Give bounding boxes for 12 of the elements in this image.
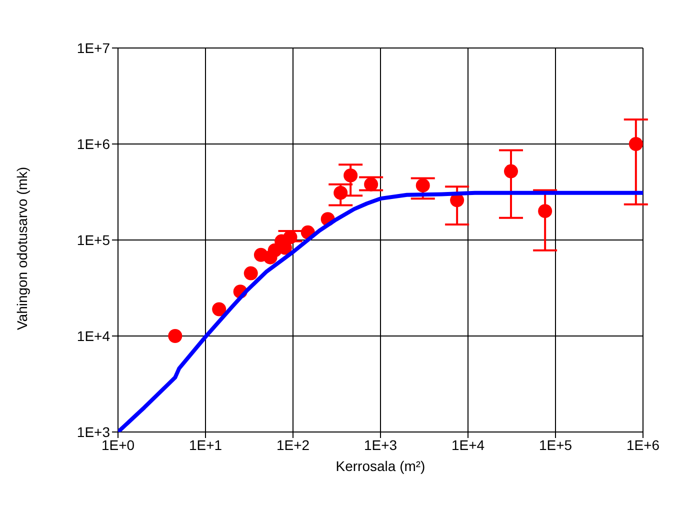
y-tick-label: 1E+5 (76, 232, 110, 248)
y-tick-label: 1E+6 (76, 136, 110, 152)
x-tick-label: 1E+1 (188, 436, 222, 453)
x-tick-label: 1E+4 (451, 436, 485, 453)
y-axis-title: Vahingon odotusarvo (mk) (14, 166, 30, 330)
x-tick-label: 1E+2 (276, 436, 310, 453)
x-tick-label: 1E+5 (538, 436, 572, 453)
y-tick-label: 1E+7 (76, 40, 110, 56)
x-axis-title: Kerrosala (m²) (336, 458, 426, 474)
x-tick-label: 1E+6 (626, 436, 660, 453)
y-tick-label: 1E+4 (76, 328, 110, 344)
x-tick-label: 1E+3 (364, 436, 398, 453)
